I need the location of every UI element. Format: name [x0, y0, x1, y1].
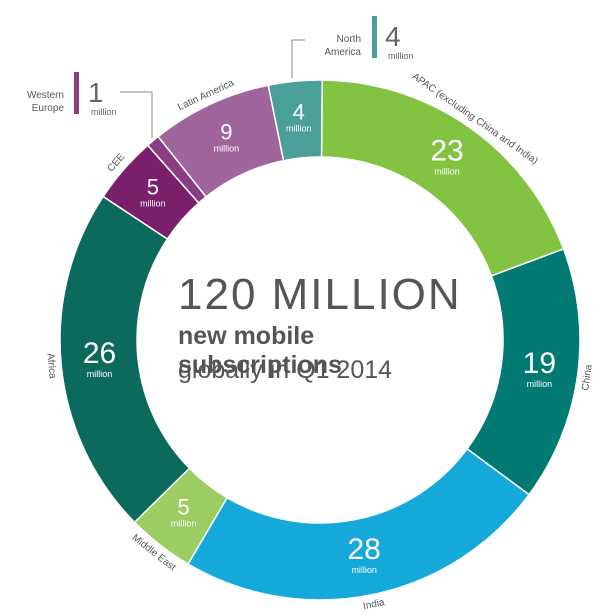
value-label-china: 19 — [523, 347, 556, 380]
slice-africa — [59, 195, 191, 524]
value-label-apac-excluding-china-and-india: 23 — [430, 135, 463, 168]
callout-value-north-america: 4 — [385, 21, 401, 52]
value-label-africa: 26 — [83, 337, 116, 370]
callout-line-western-europe — [120, 91, 153, 138]
chart-subtitle-line2: globally in Q1 2014 — [178, 356, 393, 384]
category-label-china: China — [580, 363, 595, 391]
unit-label-north-america: million — [286, 124, 312, 134]
callout-name-north-america: North — [337, 34, 361, 45]
unit-label-middle-east: million — [171, 519, 197, 529]
callout-name-north-america: America — [324, 47, 361, 58]
callout-value-western-europe: 1 — [88, 77, 104, 108]
value-label-india: 28 — [347, 533, 380, 566]
unit-label-india: million — [351, 565, 377, 575]
slice-latin-america — [157, 84, 285, 198]
category-label-africa: Africa — [44, 353, 57, 380]
callout-bar-north-america — [372, 16, 377, 58]
callout-unit-western-europe: million — [91, 107, 117, 117]
unit-label-africa: million — [87, 369, 113, 379]
value-label-middle-east: 5 — [178, 495, 190, 520]
callout-unit-north-america: million — [388, 51, 414, 61]
value-label-north-america: 4 — [293, 100, 305, 125]
value-label-latin-america: 9 — [220, 119, 232, 144]
callout-name-western-europe: Europe — [32, 103, 65, 114]
chart-subtitle-line1: new mobile subscriptions — [178, 322, 342, 379]
slice-india — [187, 447, 531, 601]
callout-line-north-america — [291, 39, 305, 78]
chart-total: 120 MILLION — [178, 270, 462, 319]
unit-label-apac-excluding-china-and-india: million — [434, 167, 460, 177]
callout-name-western-europe: Western — [27, 90, 64, 101]
unit-label-cee: million — [140, 199, 166, 209]
slice-apac-excluding-china-and-india — [320, 79, 565, 277]
unit-label-latin-america: million — [214, 143, 240, 153]
value-label-cee: 5 — [147, 175, 159, 200]
callout-bar-western-europe — [74, 72, 79, 114]
unit-label-china: million — [527, 379, 553, 389]
category-label-india: India — [362, 597, 386, 612]
